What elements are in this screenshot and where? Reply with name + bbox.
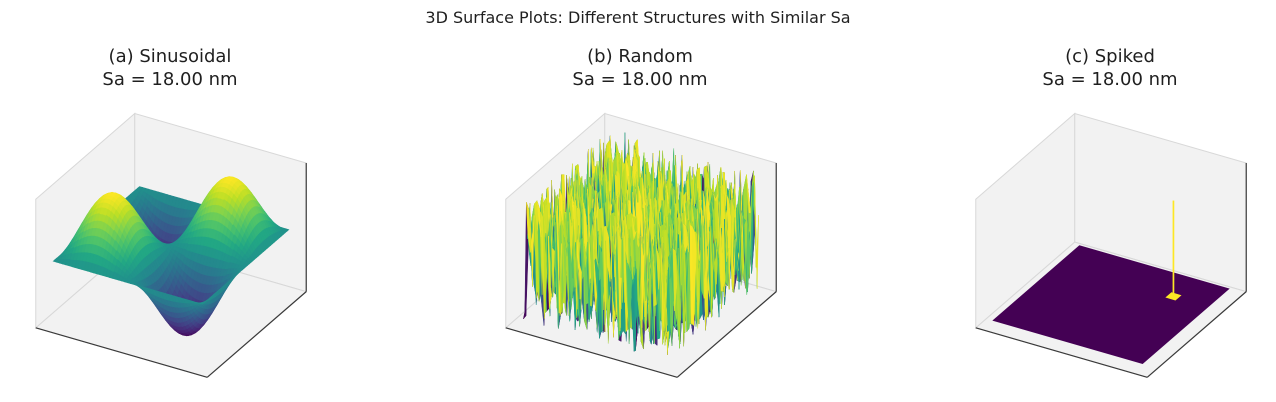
panel-sa-value: Sa = 18.00 nm <box>102 69 238 90</box>
surface-plot-sinusoidal <box>0 100 340 400</box>
panel-title-random: (b) Random Sa = 18.00 nm <box>470 45 810 91</box>
figure-title: 3D Surface Plots: Different Structures w… <box>425 8 851 27</box>
panel-sa-value: Sa = 18.00 nm <box>1042 69 1178 90</box>
panel-title-sinusoidal: (a) Sinusoidal Sa = 18.00 nm <box>0 45 340 91</box>
surface-plot-random <box>470 100 810 400</box>
panel-sa-value: Sa = 18.00 nm <box>572 69 708 90</box>
panel-title-line: (c) Spiked <box>1065 46 1155 67</box>
panel-title-line: (b) Random <box>587 46 693 67</box>
panel-title-spiked: (c) Spiked Sa = 18.00 nm <box>940 45 1276 91</box>
surface-plot-spiked <box>940 100 1276 400</box>
panel-title-line: (a) Sinusoidal <box>108 46 232 67</box>
